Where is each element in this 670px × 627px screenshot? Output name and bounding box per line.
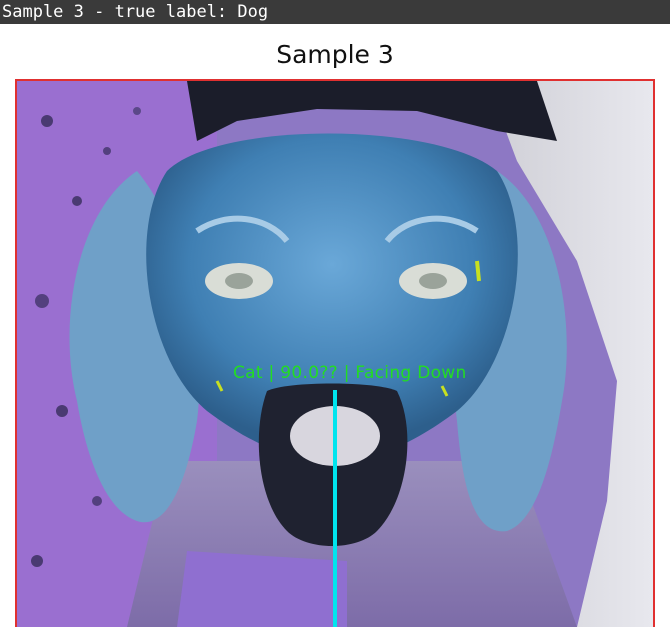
figure-title: Sample 3 bbox=[276, 40, 394, 69]
orientation-line bbox=[333, 390, 337, 627]
sample-image-frame: Cat | 90.0?? | Facing Down bbox=[15, 79, 655, 627]
window-title-bar: Sample 3 - true label: Dog bbox=[0, 0, 670, 24]
dog-inverted-image bbox=[17, 81, 653, 627]
window-title: Sample 3 - true label: Dog bbox=[2, 2, 269, 22]
prediction-label: Cat | 90.0?? | Facing Down bbox=[233, 363, 467, 383]
